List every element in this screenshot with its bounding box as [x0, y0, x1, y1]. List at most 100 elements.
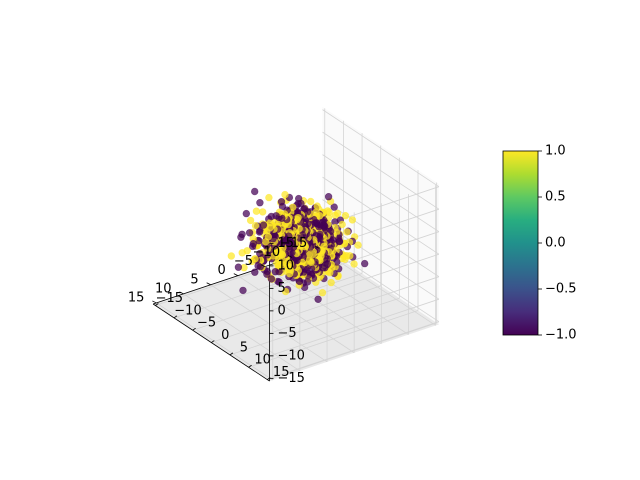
y-axis-tick-mark: [229, 352, 234, 356]
colorbar-tick-label: 1.0: [545, 144, 566, 159]
grid-floor-y: [211, 285, 381, 343]
y-axis-tick-label: −5: [197, 316, 216, 331]
scatter-point: [348, 216, 357, 224]
y-axis-tick-mark: [211, 340, 215, 343]
scatter-point: [252, 207, 261, 215]
scatter-point: [266, 223, 274, 232]
z-axis-tick-label: −10: [278, 348, 305, 363]
y-axis-tick-label: 0: [221, 328, 229, 343]
scatter-point: [281, 287, 290, 296]
x-axis-tick-label: 5: [190, 272, 198, 287]
scatter-point: [307, 257, 315, 265]
scatter-point: [246, 216, 255, 225]
x-axis-tick-mark: [233, 273, 238, 277]
z-axis-tick-label: −5: [278, 326, 297, 341]
colorbar: −1.0 −0.5 0.0 0.5 1.0: [502, 144, 577, 343]
scatter-point: [242, 209, 251, 218]
grid-floor-y: [267, 322, 437, 380]
z-axis-tick-label: 15: [278, 236, 295, 251]
scatter-point: [248, 257, 256, 266]
scatter-point: [295, 194, 303, 203]
scatter-point: [295, 277, 304, 286]
scatter-point: [286, 270, 294, 278]
colorbar-gradient: [502, 150, 539, 336]
scatter-point: [238, 249, 246, 257]
x-axis-tick-mark: [260, 264, 266, 267]
scatter-point: [259, 208, 267, 216]
y-axis-tick-mark: [192, 327, 196, 331]
scatter-point: [251, 221, 260, 230]
scatter-point: [354, 241, 362, 249]
scatter-point: [256, 199, 264, 207]
scatter-point: [245, 229, 254, 237]
colorbar-tick-label: −0.5: [545, 282, 577, 297]
y-axis-tick-mark: [267, 377, 271, 380]
grid-side-z: [322, 154, 440, 233]
scatter-point: [331, 211, 339, 220]
y-axis-line: [152, 303, 270, 382]
colorbar-tick-label: −1.0: [545, 328, 577, 343]
grid-side-z: [322, 131, 440, 210]
scatter-point: [277, 198, 286, 206]
grid-side-z: [322, 199, 440, 278]
scatter-point: [327, 278, 335, 287]
z-axis-tick-label: −15: [278, 371, 305, 386]
y-axis-tick-label: 10: [254, 353, 271, 368]
y-axis-tick-label: −10: [174, 303, 201, 318]
grid-back-z: [269, 276, 440, 334]
colorbar-tick-label: 0.5: [545, 190, 566, 205]
scatter-point: [341, 212, 350, 220]
scatter-point: [314, 295, 322, 303]
scatter-point: [343, 228, 351, 236]
scatter-point: [263, 270, 271, 278]
z-axis-tick-label: 10: [278, 258, 295, 273]
x-axis-tick-label: −10: [253, 245, 280, 260]
scatter-point: [338, 220, 346, 229]
scatter-point: [267, 275, 276, 283]
scatter-points: [227, 187, 369, 303]
scatter-point: [239, 286, 247, 295]
x-axis-tick-label: 15: [128, 290, 145, 305]
grid-floor-y: [248, 310, 419, 368]
scatter-point: [330, 203, 338, 211]
x-axis-tick-mark: [287, 255, 293, 258]
colorbar-ticks: −1.0 −0.5 0.0 0.5 1.0: [538, 144, 577, 343]
grid-side-z: [322, 109, 440, 188]
z-axis-ticks: −15 −10 −5 0 5 10 15: [269, 236, 305, 386]
scatter-point: [281, 190, 289, 199]
scatter-point: [251, 268, 259, 276]
scatter-point: [313, 202, 321, 210]
scatter-point: [307, 197, 315, 206]
y-axis-tick-label: 5: [240, 340, 248, 355]
scatter-point: [267, 212, 275, 221]
y-axis-tick-label: −15: [156, 291, 183, 306]
x-axis-tick-label: 10: [155, 281, 172, 296]
scatter-point: [285, 232, 293, 240]
x-axis-tick-label: −5: [234, 254, 253, 269]
scatter-point: [350, 260, 358, 268]
scatter-point: [251, 187, 259, 196]
grid-back-z: [269, 298, 440, 357]
x-axis-tick-mark: [315, 246, 320, 249]
y-axis-tick-mark: [248, 364, 252, 368]
z-axis-tick-label: 5: [278, 281, 286, 296]
scatter-point: [324, 193, 333, 201]
scatter-point: [318, 289, 327, 297]
x-axis-tick-label: −15: [280, 236, 307, 251]
grid-back-z: [269, 321, 440, 379]
y-axis-tick-mark: [173, 315, 178, 319]
scatter-point: [227, 252, 236, 260]
grid-side-z: [322, 176, 440, 255]
scatter-point: [234, 263, 243, 271]
scatter-point: [335, 237, 344, 246]
y-axis-tick-mark: [155, 303, 159, 306]
x-axis-tick-mark: [206, 282, 211, 286]
colorbar-tick-label: 0.0: [545, 236, 566, 251]
z-axis-tick-label: 0: [278, 303, 286, 318]
x-axis-tick-mark: [179, 291, 184, 295]
scatter-point: [361, 259, 369, 268]
grid-floor-y: [229, 297, 400, 356]
